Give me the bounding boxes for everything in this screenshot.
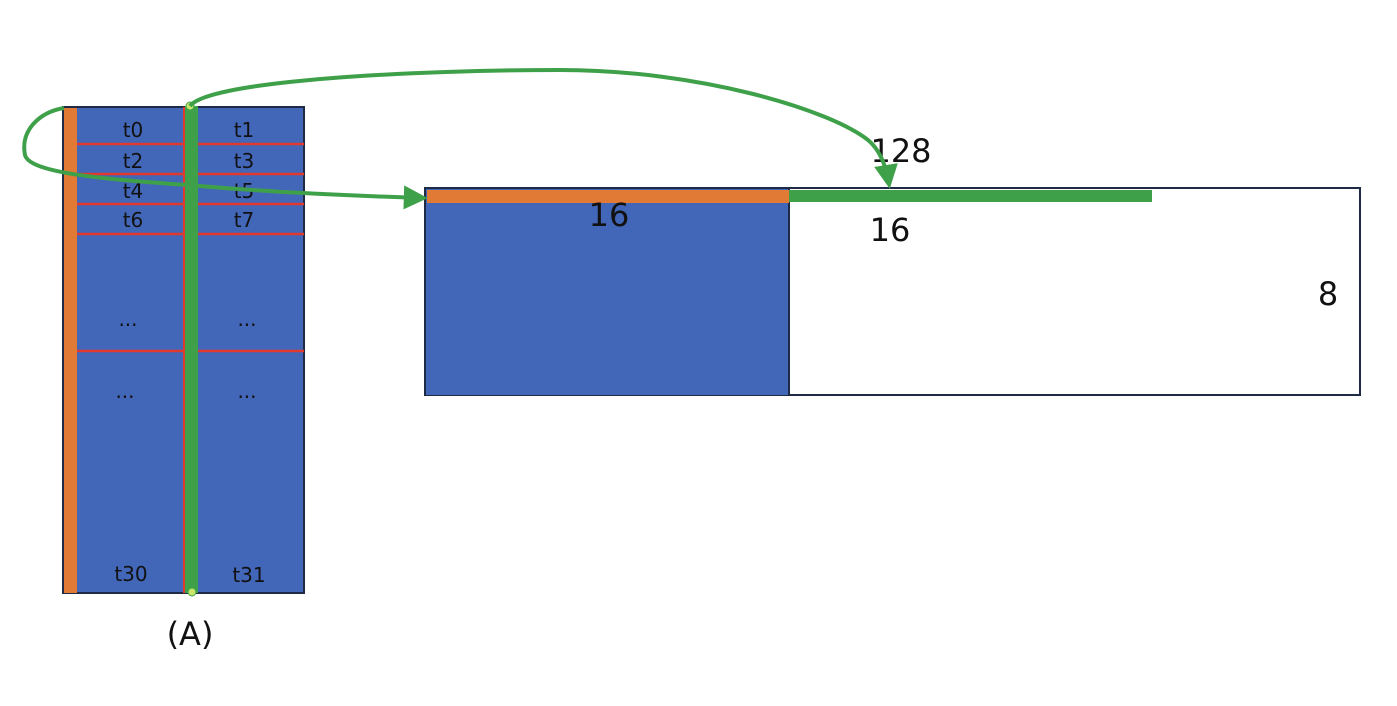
green-row-strip (789, 190, 1152, 202)
label-16-right: 16 (870, 211, 911, 249)
cell-label-t1: t1 (234, 118, 255, 142)
cell-label-t6: t6 (123, 208, 144, 232)
ellipsis-left-lower: ... (115, 379, 134, 403)
cell-label-t0: t0 (123, 118, 144, 142)
cell-label-t31: t31 (232, 563, 265, 587)
green-column-to-row-arrow (188, 67, 898, 189)
orange-column-strip (64, 108, 77, 593)
cell-label-t4: t4 (123, 179, 144, 203)
cell-label-t2: t2 (123, 149, 144, 173)
ellipsis-right-lower: ... (237, 379, 256, 403)
ellipsis-left-upper: ... (118, 307, 137, 331)
cell-label-t7: t7 (234, 208, 255, 232)
green-column-strip (185, 106, 198, 593)
right-block: 128 16 16 8 (424, 132, 1361, 396)
label-8: 8 (1318, 275, 1338, 313)
ellipsis-right-upper: ... (237, 307, 256, 331)
right-block-blue-region (426, 189, 789, 395)
orange-to-row-arrow (22, 106, 428, 210)
orange-row-strip (427, 190, 789, 203)
left-block: t0 t1 t2 t3 t4 t5 t6 t7 ... ... ... ... … (62, 101, 305, 597)
label-16-blue: 16 (589, 196, 630, 234)
cell-label-t30: t30 (114, 562, 147, 586)
left-block-caption: (A) (167, 615, 214, 653)
green-column-bottom-node (187, 587, 197, 597)
cell-label-t3: t3 (234, 149, 255, 173)
